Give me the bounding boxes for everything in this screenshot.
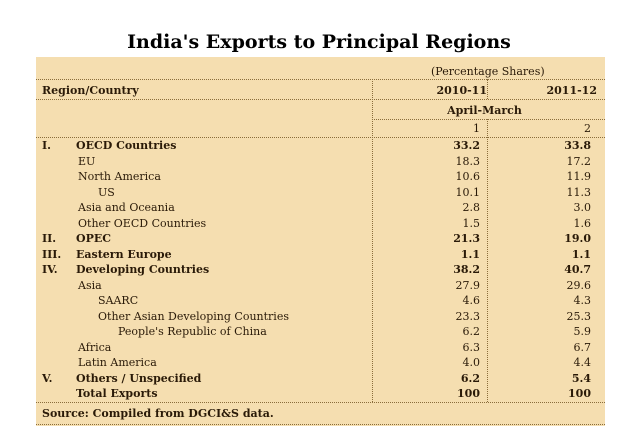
- row-number: IV.: [42, 263, 58, 276]
- row-number: III.: [42, 247, 62, 261]
- row-label: Others / Unspecified: [76, 371, 202, 385]
- row-label: Latin America: [78, 356, 157, 369]
- row-number: V.: [42, 371, 53, 385]
- cell-2011-12: 11.9: [566, 170, 592, 183]
- cell-2010-11: 38.2: [453, 263, 480, 276]
- cell-2010-11: 33.2: [453, 139, 480, 152]
- cell-2010-11: 23.3: [455, 309, 481, 323]
- units-note: (Percentage Shares): [431, 65, 545, 78]
- cell-2011-12: 5.9: [573, 325, 592, 338]
- cell-2010-11: 6.2: [462, 325, 481, 338]
- cell-2011-12: 40.7: [564, 263, 591, 276]
- row-label: Eastern Europe: [76, 247, 172, 261]
- column-number-2: 2: [584, 122, 591, 135]
- column-header-region: Region/Country: [42, 84, 139, 97]
- row-number: II.: [42, 232, 57, 245]
- cell-2011-12: 4.4: [573, 356, 592, 369]
- cell-2010-11: 27.9: [455, 278, 481, 292]
- cell-2010-11: 21.3: [453, 232, 480, 245]
- column-header-2011-12: 2011-12: [546, 84, 598, 97]
- cell-2010-11: 100: [457, 387, 480, 400]
- cell-2011-12: 11.3: [566, 185, 592, 199]
- period-label: April-March: [447, 104, 522, 117]
- row-label: Developing Countries: [76, 263, 210, 276]
- cell-2011-12: 4.3: [573, 294, 592, 307]
- cell-2011-12: 1.1: [571, 247, 591, 261]
- row-label: SAARC: [98, 294, 139, 307]
- cell-2010-11: 10.1: [455, 185, 481, 199]
- data-table: (Percentage Shares) Region/Country 2010-…: [36, 57, 605, 426]
- cell-2010-11: 4.0: [462, 356, 481, 369]
- rule-line: [36, 424, 605, 425]
- source-note: Source: Compiled from DGCI&S data.: [42, 407, 274, 420]
- cell-2011-12: 5.4: [571, 371, 591, 385]
- cell-2011-12: 19.0: [564, 232, 591, 245]
- cell-2011-12: 100: [568, 387, 591, 400]
- column-divider: [372, 79, 373, 402]
- rule-line: [36, 79, 605, 80]
- cell-2010-11: 10.6: [455, 170, 481, 183]
- cell-2011-12: 29.6: [566, 278, 592, 292]
- row-label: People's Republic of China: [118, 325, 267, 338]
- row-label: Other OECD Countries: [78, 216, 207, 230]
- rule-line: [372, 119, 605, 120]
- cell-2011-12: 17.2: [566, 154, 592, 168]
- cell-2011-12: 25.3: [566, 309, 592, 323]
- cell-2010-11: 1.5: [462, 216, 481, 230]
- cell-2010-11: 6.3: [462, 340, 481, 354]
- rule-line: [36, 137, 605, 138]
- column-divider: [487, 79, 488, 99]
- cell-2010-11: 6.2: [460, 371, 480, 385]
- row-label: EU: [78, 154, 96, 168]
- column-divider: [487, 119, 488, 402]
- row-label: Total Exports: [76, 387, 158, 400]
- row-label: Asia and Oceania: [78, 201, 175, 214]
- cell-2010-11: 18.3: [455, 154, 481, 168]
- page-title: India's Exports to Principal Regions: [127, 31, 511, 53]
- cell-2010-11: 1.1: [460, 247, 480, 261]
- row-label: OECD Countries: [76, 139, 177, 152]
- row-label: US: [98, 185, 115, 199]
- cell-2010-11: 2.8: [462, 201, 481, 214]
- cell-2011-12: 1.6: [573, 216, 592, 230]
- rule-line: [36, 99, 605, 100]
- rule-line: [36, 402, 605, 403]
- row-label: North America: [78, 170, 161, 183]
- cell-2011-12: 6.7: [573, 340, 592, 354]
- row-label: Other Asian Developing Countries: [98, 309, 289, 323]
- row-label: Asia: [78, 278, 102, 292]
- cell-2011-12: 33.8: [564, 139, 591, 152]
- column-header-2010-11: 2010-11: [436, 84, 488, 97]
- cell-2010-11: 4.6: [462, 294, 481, 307]
- row-label: OPEC: [76, 232, 111, 245]
- row-label: Africa: [78, 340, 112, 354]
- column-number-1: 1: [473, 122, 480, 135]
- row-number: I.: [42, 139, 51, 152]
- cell-2011-12: 3.0: [573, 201, 592, 214]
